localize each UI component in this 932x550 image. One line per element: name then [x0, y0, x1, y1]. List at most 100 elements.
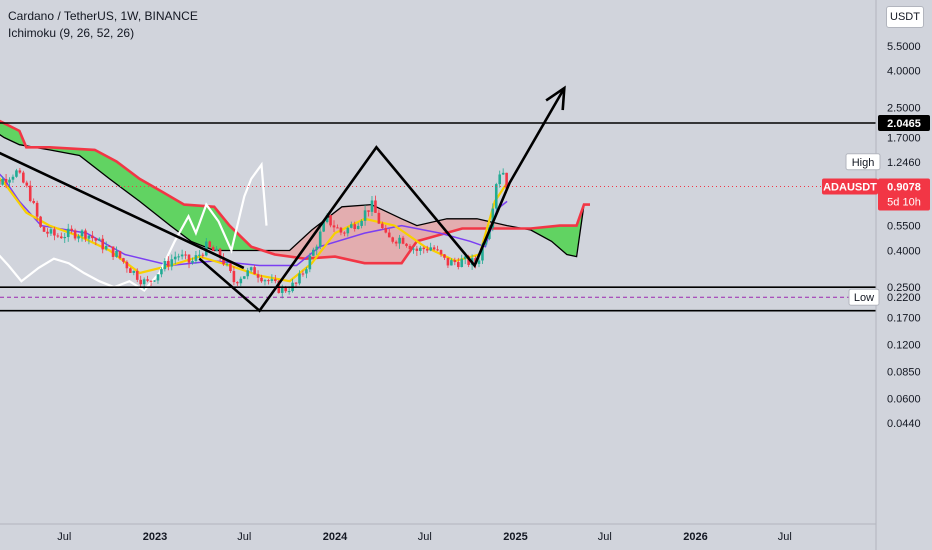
- candle: [180, 249, 184, 260]
- time-axis[interactable]: Jul 2023 Jul 2024 Jul 2025 Jul 2026 Jul: [0, 523, 876, 543]
- candle: [232, 266, 236, 286]
- x-tick-label: Jul: [598, 531, 612, 543]
- drawing-polyline-1[interactable]: [198, 87, 566, 313]
- low-marker-name: Low: [854, 292, 874, 304]
- candle: [194, 251, 198, 264]
- price-labels: 2.0465 High 1.2460 Low 0.2200 ADAUSDT 0.9078 5d…: [822, 115, 930, 306]
- candle: [312, 247, 315, 257]
- candle: [39, 215, 42, 229]
- candle: [394, 240, 398, 247]
- candle: [387, 228, 391, 238]
- candle: [111, 246, 115, 260]
- horizontal-levels: [0, 122, 876, 312]
- candle: [28, 180, 32, 203]
- candle: [97, 237, 101, 241]
- candle: [149, 280, 153, 286]
- candle: [60, 232, 63, 239]
- candle: [77, 234, 80, 243]
- candle: [204, 237, 208, 257]
- candle: [184, 251, 187, 260]
- candle: [274, 274, 277, 284]
- candle: [66, 223, 70, 242]
- level-price-text: 2.0465: [887, 118, 921, 130]
- candle: [349, 221, 353, 229]
- candle: [336, 224, 339, 229]
- cloud-segment-5: [520, 208, 583, 257]
- candle: [436, 245, 439, 252]
- y-tick-label: 0.5500: [887, 221, 921, 233]
- y-tick-label: 0.0440: [887, 418, 921, 430]
- candle: [298, 270, 301, 286]
- candle: [374, 195, 377, 213]
- candle: [446, 257, 450, 268]
- candle: [450, 258, 453, 266]
- bar-countdown: 5d 10h: [887, 196, 921, 208]
- candle: [1, 176, 4, 186]
- candle: [267, 278, 270, 285]
- candle: [456, 257, 460, 270]
- candle: [56, 233, 60, 238]
- candle: [246, 267, 250, 280]
- candle: [419, 245, 422, 256]
- y-tick-label: 0.0850: [887, 366, 921, 378]
- candle: [498, 170, 502, 188]
- candle: [70, 225, 73, 234]
- candle: [363, 205, 367, 226]
- candle: [367, 210, 370, 217]
- candle: [398, 234, 401, 249]
- indicator-legend[interactable]: Ichimoku (9, 26, 52, 26): [8, 26, 135, 40]
- arrow-head: [545, 85, 566, 111]
- candle: [260, 274, 263, 283]
- candle: [391, 236, 394, 244]
- y-tick-label: 0.1200: [887, 340, 921, 352]
- candle: [22, 170, 25, 184]
- y-tick-label: 2.5000: [887, 102, 921, 114]
- candle: [305, 267, 308, 279]
- candle: [301, 270, 305, 277]
- candle: [253, 265, 256, 275]
- y-tick-label: 0.4000: [887, 246, 921, 258]
- candle: [229, 262, 232, 273]
- candle: [8, 177, 11, 189]
- candle: [167, 256, 170, 271]
- candle: [163, 258, 167, 272]
- x-tick-label: Jul: [778, 531, 792, 543]
- candle: [346, 226, 350, 237]
- candle: [381, 221, 384, 230]
- leading-span-b: [0, 134, 585, 258]
- last-price-value: 0.9078: [887, 181, 921, 193]
- candle: [208, 240, 212, 249]
- candle: [429, 242, 432, 252]
- x-tick-label: Jul: [237, 531, 251, 543]
- leading-span-a: [0, 119, 590, 265]
- candle: [25, 180, 29, 188]
- candle: [491, 203, 495, 232]
- x-tick-label: 2026: [683, 531, 707, 543]
- y-tick-label: 5.5000: [887, 41, 921, 53]
- candle: [501, 168, 505, 175]
- candle: [42, 226, 46, 233]
- candle: [156, 274, 160, 284]
- candle: [270, 274, 274, 284]
- drawing-line-0[interactable]: [0, 145, 245, 270]
- candle: [4, 174, 8, 189]
- candle: [422, 246, 426, 254]
- candle: [15, 168, 18, 178]
- candle: [91, 230, 94, 242]
- candle: [139, 275, 142, 287]
- candle: [356, 222, 360, 230]
- currency-button[interactable]: USDT: [886, 6, 924, 28]
- candle: [242, 276, 246, 280]
- high-marker-name: High: [852, 157, 875, 169]
- candle: [412, 246, 415, 254]
- price-axis[interactable]: 5.5000 4.0000 2.5000 1.7000 0.5500 0.4000 0.25…: [875, 0, 921, 550]
- candle: [84, 228, 87, 242]
- candle: [11, 174, 15, 183]
- candle: [211, 245, 215, 252]
- candle: [218, 247, 222, 261]
- candle: [129, 267, 132, 273]
- symbol-name: ADAUSDT: [823, 181, 877, 193]
- candle: [115, 246, 118, 258]
- candle: [198, 250, 201, 260]
